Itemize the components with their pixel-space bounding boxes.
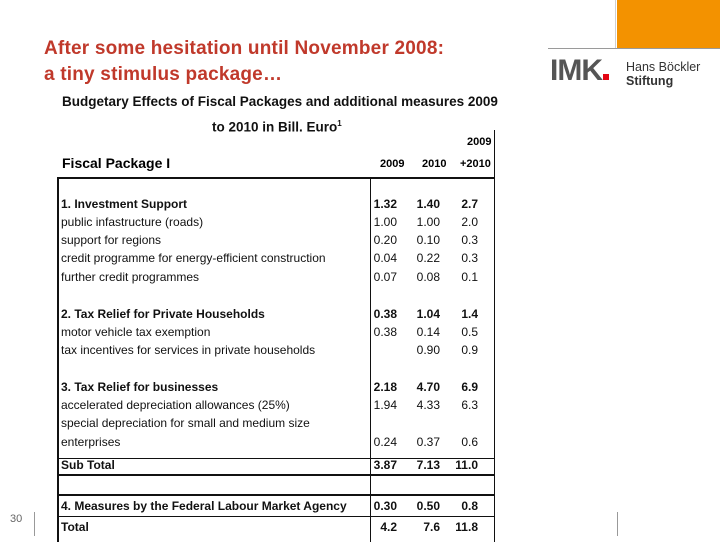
table-heading-footnote: 1 xyxy=(337,119,342,128)
row-value xyxy=(369,342,397,358)
row-value: 0.37 xyxy=(416,435,440,449)
row-value: 0.20 xyxy=(373,233,397,247)
row-label: enterprises xyxy=(61,435,121,449)
table-left-border xyxy=(57,177,59,542)
imk-logo-dot xyxy=(603,74,609,80)
row-value: 7.6 xyxy=(423,520,440,534)
row-value xyxy=(450,415,478,431)
row-label: Sub Total xyxy=(61,458,115,472)
row-value: 6.9 xyxy=(461,380,478,394)
row-value: 0.5 xyxy=(461,325,478,339)
row-value: 0.38 xyxy=(373,307,397,321)
hbs-logo-line1: Hans Böckler xyxy=(626,60,701,74)
row-value: 2.7 xyxy=(461,197,478,211)
footer-divider-right xyxy=(617,512,618,536)
accent-block xyxy=(617,0,720,48)
row-value xyxy=(369,415,397,431)
row-value: 1.32 xyxy=(373,197,397,211)
row-value: 1.00 xyxy=(373,215,397,229)
row-value: 0.04 xyxy=(373,251,397,265)
row-value: 4.2 xyxy=(380,520,397,534)
row-value: 2.18 xyxy=(373,380,397,394)
package-label: Fiscal Package I xyxy=(62,155,171,171)
imk-logo-text: IMK xyxy=(550,54,603,87)
row-value xyxy=(412,415,440,431)
row-label: 1. Investment Support xyxy=(61,197,188,211)
hbs-logo-line2: Stiftung xyxy=(626,74,674,88)
table-heading-line1: Budgetary Effects of Fiscal Packages and… xyxy=(62,94,498,109)
row-value: 4.33 xyxy=(416,398,440,412)
subtotal-rule-bottom xyxy=(57,474,495,476)
table-top-border xyxy=(57,177,495,179)
row-value: 7.13 xyxy=(416,458,440,472)
row-label: accelerated depreciation allowances (25%… xyxy=(61,398,290,412)
row-value: 3.87 xyxy=(373,458,397,472)
row-label: tax incentives for services in private h… xyxy=(61,343,316,357)
row-label: motor vehicle tax exemption xyxy=(61,325,211,339)
row-label: credit programme for energy-efficient co… xyxy=(61,251,326,265)
row-value: 0.30 xyxy=(373,499,397,513)
col-header-2009: 2009 xyxy=(380,158,405,170)
row-value: 0.90 xyxy=(416,343,440,357)
row-value: 0.10 xyxy=(416,233,440,247)
table-right-border xyxy=(494,130,495,542)
header-divider xyxy=(615,0,616,48)
table-heading-line2: to 2010 in Bill. Euro1 xyxy=(212,119,342,135)
table-heading-line2-text: to 2010 in Bill. Euro xyxy=(212,119,338,135)
hbs-logo: Hans Böckler Stiftung xyxy=(626,60,700,88)
slide-title-line2: a tiny stimulus package… xyxy=(44,64,283,85)
measures-rule-top xyxy=(57,494,495,496)
row-value: 0.3 xyxy=(461,251,478,265)
table-column-divider xyxy=(370,177,371,542)
slide-title-line1: After some hesitation until November 200… xyxy=(44,38,445,59)
header-rule xyxy=(548,48,720,49)
col-header-top: 2009 xyxy=(467,136,492,148)
total-rule-top xyxy=(57,516,495,517)
row-value: 0.6 xyxy=(461,435,478,449)
row-value: 1.00 xyxy=(416,215,440,229)
col-header-2010: 2010 xyxy=(422,158,447,170)
row-value: 1.4 xyxy=(461,307,478,321)
row-label: 2. Tax Relief for Private Households xyxy=(61,307,265,321)
row-value: 6.3 xyxy=(461,398,478,412)
row-value: 0.14 xyxy=(416,325,440,339)
row-value: 0.24 xyxy=(373,435,397,449)
row-value: 0.9 xyxy=(461,343,478,357)
row-value: 0.3 xyxy=(461,233,478,247)
row-value: 0.8 xyxy=(461,499,478,513)
footer-divider-left xyxy=(34,512,35,536)
row-value: 4.70 xyxy=(416,380,440,394)
row-label: 3. Tax Relief for businesses xyxy=(61,380,219,394)
row-label: further credit programmes xyxy=(61,270,200,284)
subtotal-rule-top xyxy=(57,458,495,459)
row-value: 1.94 xyxy=(373,398,397,412)
row-value: 11.0 xyxy=(455,458,478,472)
row-value: 1.04 xyxy=(416,307,440,321)
row-label: public infastructure (roads) xyxy=(61,215,204,229)
row-value: 0.38 xyxy=(373,325,397,339)
row-label: Total xyxy=(61,520,89,534)
slide-number: 30 xyxy=(10,513,23,525)
row-label: 4. Measures by the Federal Labour Market… xyxy=(61,499,347,513)
row-label: special depreciation for small and mediu… xyxy=(61,416,310,430)
row-value: 0.07 xyxy=(373,270,397,284)
row-value: 0.50 xyxy=(416,499,440,513)
slide-title: After some hesitation until November 200… xyxy=(44,36,444,88)
row-value: 0.08 xyxy=(416,270,440,284)
row-value: 1.40 xyxy=(416,197,440,211)
row-value: 0.1 xyxy=(461,270,478,284)
row-value: 0.22 xyxy=(416,251,440,265)
row-label: support for regions xyxy=(61,233,162,247)
imk-logo: IMK xyxy=(550,56,609,86)
row-value: 11.8 xyxy=(455,520,478,534)
col-header-2009-2010: +2010 xyxy=(460,158,491,170)
row-value: 2.0 xyxy=(461,215,478,229)
